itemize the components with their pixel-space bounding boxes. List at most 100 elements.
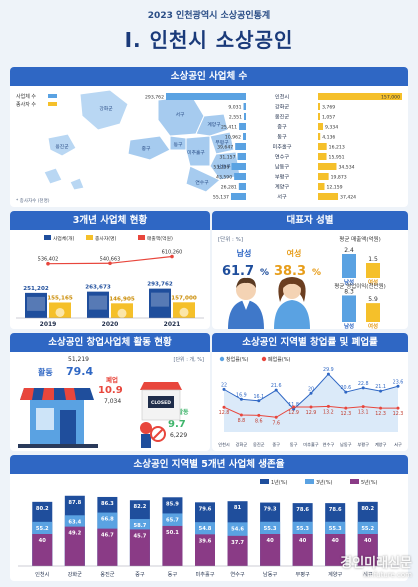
- employee-bar: [318, 173, 329, 180]
- avg-bar: [342, 295, 356, 322]
- three-year-chart: 사업체(개) 종사자(명) 매출액(억원) 251,202 155,165 536,402…: [16, 235, 204, 328]
- legend-label: 5년(%): [361, 479, 377, 486]
- legend-label: 폐업률(%): [268, 356, 291, 363]
- survival-5y-bar: [325, 534, 346, 566]
- section-title-gender: 대표자 성별: [212, 211, 408, 230]
- year-label: 2020: [102, 321, 119, 328]
- section-title-startup-activity: 소상공인 창업사업체 활동 현황: [10, 333, 210, 352]
- survival-1y-value: 80.2: [36, 506, 49, 512]
- male-label: 남성: [237, 248, 252, 258]
- startup-point: [344, 390, 348, 394]
- startup-point: [379, 389, 383, 393]
- map-label: 미추홀구: [187, 149, 205, 156]
- sales-point: [170, 254, 174, 259]
- startup-value: 16.9: [236, 392, 247, 398]
- employee-value: 34,534: [338, 165, 354, 171]
- map-ongjin-islands: [43, 167, 85, 191]
- legend-label: 창업률(%): [226, 356, 249, 363]
- sales-value: 540,663: [100, 256, 121, 262]
- avg-value: 5.9: [368, 296, 378, 303]
- survival-5y-value: 39.6: [199, 538, 212, 544]
- legend-swatch: [261, 356, 267, 362]
- person-icon: [117, 308, 127, 318]
- survival-5y-bar: [32, 534, 53, 566]
- gender-chart: [단위 : %] 남성 여성 61.7 % 38.3 % 2.4 남성 1.5 여성 8…: [218, 235, 386, 329]
- startup-value: 20.6: [340, 385, 351, 391]
- region-label: 강화군: [68, 571, 83, 578]
- watermark: 경인미래신문 kinfuture.com: [340, 552, 412, 579]
- survival-3y-value: 55.3: [329, 526, 342, 532]
- closure-point: [396, 406, 400, 410]
- business-bar: [243, 133, 246, 140]
- average-bars: 2.4 남성 1.5 여성 8.3 남성 5.9 여성: [342, 247, 380, 329]
- business-value: 9,031: [228, 105, 241, 111]
- survival-5y-value: 40: [266, 538, 274, 544]
- region-label: 연수구: [323, 441, 335, 448]
- survival-5y-value: 40: [364, 538, 372, 544]
- inactive-pct: 9.7: [168, 419, 186, 430]
- region-label: 계양구: [375, 441, 387, 448]
- region-label: 남동구: [275, 163, 290, 171]
- closure-value: 13.1: [358, 410, 369, 416]
- avg-value: 2.4: [344, 247, 354, 254]
- employee-value: 1,057: [322, 115, 335, 121]
- avg-gender-label: 여성: [368, 322, 378, 329]
- startup-point: [257, 399, 261, 403]
- map-jung: [127, 135, 171, 161]
- survival-1y-value: 78.6: [296, 507, 309, 513]
- startup-point: [292, 407, 296, 411]
- avg-value: 8.3: [344, 288, 354, 295]
- male-pct: 61.7: [222, 264, 254, 279]
- startup-point: [239, 397, 243, 401]
- business-value: 251,202: [23, 286, 49, 292]
- employee-bar: [318, 163, 337, 170]
- region-label: 서구: [394, 441, 402, 448]
- employee-value: 157,000: [171, 295, 197, 301]
- business-bar: [166, 93, 246, 100]
- map-label: 중구: [142, 146, 151, 152]
- closure-value: 12.3: [375, 411, 386, 417]
- survival-5y-bar: [97, 528, 118, 566]
- inactive-count: 6,229: [170, 432, 187, 439]
- employee-bar: [318, 143, 327, 150]
- female-pct-sign: %: [312, 268, 321, 278]
- region-label: 동구: [277, 134, 287, 141]
- panel-gender: 대표자 성별 [단위 : %] 남성 여성 61.7 % 38.3 % 2.4 남…: [212, 211, 408, 329]
- map-label: 연수구: [195, 179, 209, 186]
- rates-chart: 창업률(%) 폐업률(%) 22 12.8 인천시 16.9 8.8 강화군 16.1 8.6 옹진…: [218, 356, 404, 448]
- activity-unit: [단위 : 개, %]: [174, 356, 205, 363]
- sales-point: [46, 261, 50, 266]
- employee-bar: [318, 103, 321, 110]
- business-value: 263,673: [85, 285, 111, 291]
- survival-3y-value: 55.3: [264, 526, 277, 532]
- legend-swatch: [86, 235, 93, 240]
- region-label: 중구: [272, 442, 280, 448]
- region-label: 인천시: [275, 94, 290, 101]
- survival-3y-value: 63.4: [68, 519, 81, 525]
- active-pct: 79.4: [66, 365, 93, 378]
- region-label: 남동구: [263, 570, 278, 578]
- closure-value: 12.3: [393, 411, 404, 417]
- female-label: 여성: [287, 248, 302, 258]
- sales-point: [108, 261, 112, 266]
- business-bar: [239, 123, 246, 130]
- business-value: 293,762: [145, 95, 164, 101]
- map-gyeyang: [195, 113, 229, 137]
- business-bar: [238, 183, 246, 190]
- map-michuhol: [185, 135, 211, 167]
- legend-label: 1년(%): [271, 479, 287, 486]
- region-label: 부평구: [275, 174, 290, 181]
- watermark-url: kinfuture.com: [363, 571, 412, 579]
- survival-5y-bar: [260, 534, 281, 566]
- region-label: 강화군: [275, 104, 290, 111]
- closed-count: 7,034: [104, 398, 121, 405]
- sales-value: 610,260: [162, 249, 183, 255]
- legend-label: 사업체(개): [53, 235, 75, 242]
- startup-point: [274, 388, 278, 392]
- legend-swatch: [260, 479, 269, 484]
- employee-bar: [318, 183, 325, 190]
- legend-business-label: 사업체 수: [16, 93, 36, 100]
